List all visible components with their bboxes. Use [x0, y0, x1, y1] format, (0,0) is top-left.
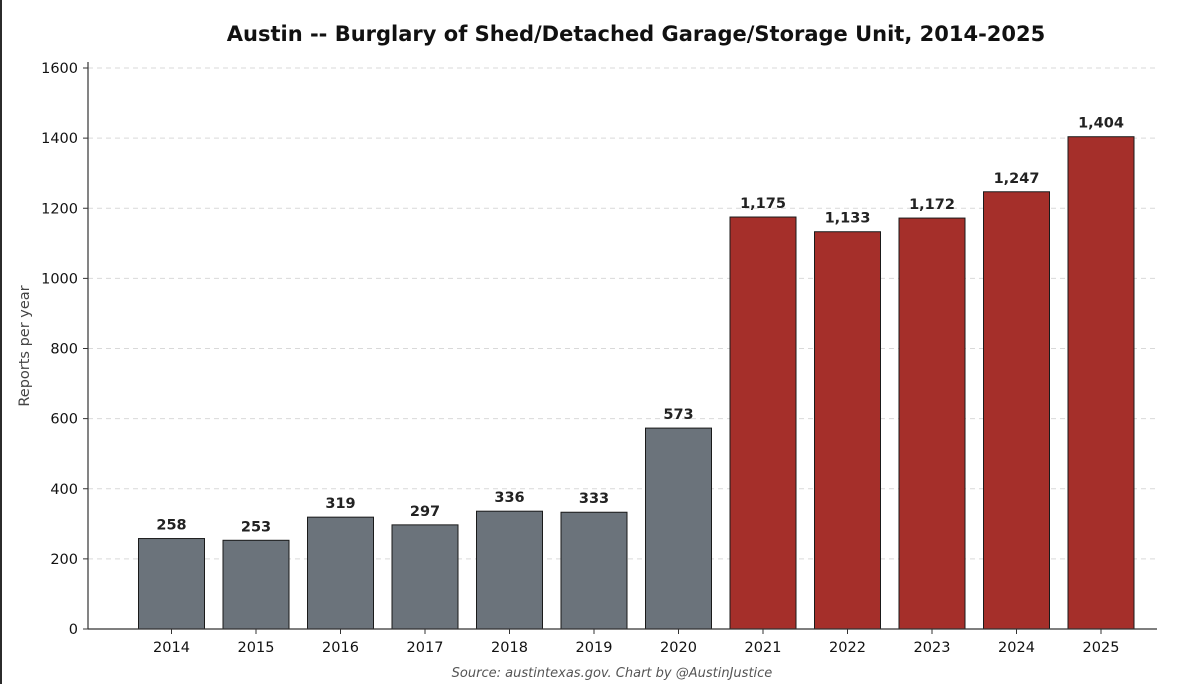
x-tick-label: 2021 [745, 640, 782, 656]
y-tick-label: 1000 [41, 271, 78, 287]
data-label: 297 [410, 504, 440, 520]
x-tick-label: 2020 [660, 640, 697, 656]
data-label: 336 [494, 490, 524, 506]
data-label: 258 [156, 518, 186, 534]
bars [138, 136, 1135, 630]
x-tick-label: 2016 [322, 640, 359, 656]
axes [87, 62, 1157, 630]
data-label: 1,175 [740, 196, 786, 212]
data-labels: 258 253 319 297 336 333 573 1,175 1,133 1,172 1,24… [156, 116, 1124, 536]
x-tick-label: 2018 [491, 640, 528, 656]
y-tick-label: 1200 [41, 201, 78, 217]
source-note: Source: austintexas.gov. Chart by @Austi… [452, 666, 773, 681]
x-tick-label: 2015 [238, 640, 275, 656]
bar [560, 511, 628, 630]
y-tick-label: 200 [50, 552, 78, 568]
bar [729, 216, 797, 630]
bar [814, 231, 881, 630]
bar [138, 538, 205, 630]
x-tick-label: 2014 [153, 640, 190, 656]
y-tick-label: 600 [50, 412, 78, 428]
x-axis-ticks: 2014 2015 2016 2017 2018 2019 2020 2021 2022 2023… [153, 629, 1119, 656]
y-axis-ticks: 0 200 400 600 800 1000 1200 1400 1600 [41, 61, 88, 638]
y-tick-label: 400 [50, 482, 78, 498]
data-label: 253 [241, 519, 271, 535]
x-tick-label: 2024 [998, 640, 1035, 656]
data-label: 1,404 [1078, 116, 1124, 132]
bar [645, 427, 712, 630]
bar [476, 510, 543, 630]
data-label: 1,133 [825, 211, 871, 227]
bar [983, 191, 1050, 630]
x-tick-label: 2017 [407, 640, 444, 656]
data-label: 319 [325, 496, 355, 512]
data-label: 333 [579, 491, 609, 507]
x-tick-label: 2019 [576, 640, 613, 656]
y-tick-label: 0 [69, 622, 78, 638]
y-tick-label: 1400 [41, 131, 78, 147]
x-tick-label: 2025 [1083, 640, 1120, 656]
bar [222, 539, 290, 630]
y-axis-label: Reports per year [17, 285, 33, 406]
data-label: 1,172 [909, 197, 955, 213]
bar [1067, 136, 1135, 630]
bar [307, 516, 374, 630]
bar [391, 524, 459, 630]
y-tick-label: 800 [50, 342, 78, 358]
data-label: 1,247 [994, 171, 1040, 187]
data-label: 573 [663, 407, 693, 423]
x-tick-label: 2022 [829, 640, 866, 656]
y-tick-label: 1600 [41, 61, 78, 77]
bar [898, 217, 966, 630]
x-tick-label: 2023 [914, 640, 951, 656]
chart-title: Austin -- Burglary of Shed/Detached Gara… [227, 22, 1046, 46]
